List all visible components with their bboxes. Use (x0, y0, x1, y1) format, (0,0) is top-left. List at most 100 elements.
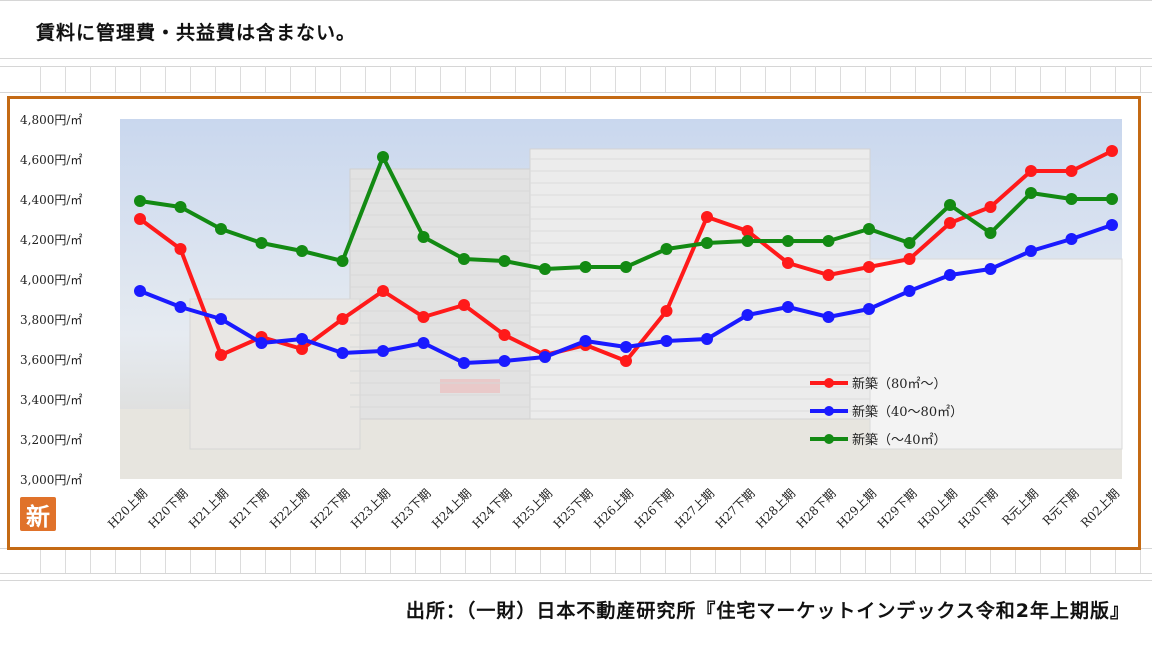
grid-line (190, 66, 191, 92)
grid-line (840, 548, 841, 573)
data-point (701, 237, 713, 249)
data-point (255, 237, 268, 249)
grid-line (365, 66, 366, 92)
grid-line (515, 66, 516, 92)
grid-line (90, 548, 91, 573)
legend-swatch-marker (824, 406, 834, 416)
data-point (984, 263, 997, 275)
y-tick-label: 3,800円/㎡ (20, 313, 82, 327)
x-tick-label: H28上期 (753, 486, 798, 531)
grid-line (240, 66, 241, 92)
grid-line (615, 548, 616, 573)
data-point (296, 343, 308, 355)
grid-line (690, 548, 691, 573)
data-point (458, 299, 470, 311)
data-point (620, 341, 632, 353)
y-tick-label: 3,000円/㎡ (20, 473, 82, 487)
data-point (296, 245, 308, 257)
data-point (498, 255, 511, 267)
data-point (863, 303, 875, 315)
new-badge: 新 (20, 497, 56, 531)
grid-line (165, 66, 166, 92)
grid-line (540, 548, 541, 573)
data-point (660, 335, 673, 347)
grid-line (790, 66, 791, 92)
grid-line (565, 66, 566, 92)
x-tick-label: H24下期 (470, 486, 515, 531)
grid-line (765, 66, 766, 92)
grid-line (40, 548, 41, 573)
data-point (944, 217, 956, 229)
y-tick-label: 3,400円/㎡ (20, 393, 82, 407)
grid-line (665, 548, 666, 573)
data-point (903, 285, 916, 297)
x-tick-label: H30上期 (915, 486, 960, 531)
x-tick-label: H20下期 (146, 486, 191, 531)
grid-line (1065, 548, 1066, 573)
grid-line (1015, 66, 1016, 92)
grid-line (165, 548, 166, 573)
x-tick-label: H22上期 (267, 486, 312, 531)
grid-line (190, 548, 191, 573)
data-point (174, 301, 187, 313)
data-point (174, 201, 187, 213)
grid-line (465, 548, 466, 573)
grid-line (215, 548, 216, 573)
grid-line (340, 548, 341, 573)
grid-line (390, 548, 391, 573)
grid-line (1040, 66, 1041, 92)
grid-line (390, 66, 391, 92)
grid-line (1115, 66, 1116, 92)
grid-line (315, 548, 316, 573)
building-shape (189, 298, 361, 450)
building-photo-background (120, 119, 1123, 479)
data-point (539, 263, 551, 275)
data-point (701, 211, 713, 223)
grid-line (140, 66, 141, 92)
grid-line (1115, 548, 1116, 573)
grid-line (940, 548, 941, 573)
x-tick-label: H24上期 (429, 486, 474, 531)
data-point (741, 309, 754, 321)
y-tick-label: 4,000円/㎡ (20, 273, 82, 287)
data-point (579, 261, 592, 273)
grid-line (815, 66, 816, 92)
grid-line (1040, 548, 1041, 573)
y-tick-label: 4,200円/㎡ (20, 233, 82, 247)
grid-line (515, 548, 516, 573)
grid-line (415, 548, 416, 573)
x-tick-label: H23下期 (389, 486, 434, 531)
grid-line (640, 66, 641, 92)
grid-line (890, 66, 891, 92)
data-point (458, 357, 470, 369)
y-tick-label: 4,800円/㎡ (20, 113, 82, 127)
grid-line (915, 66, 916, 92)
data-point (822, 269, 835, 281)
data-point (215, 223, 227, 235)
sign-shape (440, 379, 500, 393)
grid-line (115, 66, 116, 92)
grid-line (590, 548, 591, 573)
data-point (377, 285, 389, 297)
x-tick-label: H21上期 (186, 486, 231, 531)
data-point (903, 253, 916, 265)
data-point (1025, 165, 1037, 177)
data-point (134, 213, 146, 225)
data-point (903, 237, 916, 249)
data-point (782, 235, 794, 247)
grid-line (0, 0, 1152, 1)
grid-line (0, 580, 1152, 581)
y-tick-label: 4,400円/㎡ (20, 193, 82, 207)
grid-line (1065, 66, 1066, 92)
data-point (984, 201, 997, 213)
grid-line (565, 548, 566, 573)
data-point (377, 151, 389, 163)
data-point (336, 347, 349, 359)
grid-line (940, 66, 941, 92)
grid-line (240, 548, 241, 573)
grid-line (965, 66, 966, 92)
grid-line (140, 548, 141, 573)
grid-line (315, 66, 316, 92)
grid-line (265, 548, 266, 573)
grid-line (540, 66, 541, 92)
